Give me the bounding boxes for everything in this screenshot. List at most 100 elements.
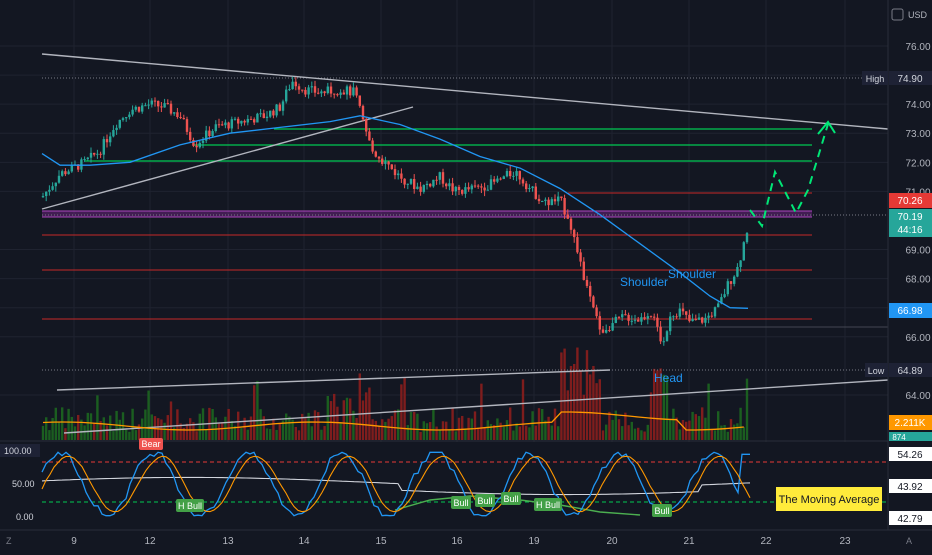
candle-body [291,81,294,90]
volume-bar [288,416,291,440]
volume-bar [685,421,688,440]
highlight-zone[interactable] [42,211,812,217]
price-tick-label: 76.00 [905,42,930,53]
bull-tag[interactable] [652,504,672,517]
volume-bar [483,427,486,440]
bull-tag[interactable] [534,498,562,511]
auto-scale-icon[interactable]: A [906,536,912,546]
bear-tag[interactable]: Bear [139,438,163,450]
volume-bar [566,390,569,440]
osc-tick-50: 50.00 [12,479,35,489]
candle-body [521,179,525,184]
timezone-icon[interactable]: Z [6,536,12,546]
candle-body [630,320,633,322]
head-label[interactable]: Head [654,371,683,385]
volume-bar [294,426,297,440]
volume-bar [707,383,710,440]
time-label: 15 [375,536,387,547]
candle-body [681,308,685,312]
ascending-trendline[interactable] [41,106,414,210]
volume-bar [358,373,361,440]
time-axis[interactable] [0,530,932,550]
candle-body [525,183,528,190]
low-tag-value: 64.89 [897,366,922,377]
volume-bar [416,413,419,440]
candle-body [582,261,585,280]
projection-path[interactable] [749,123,829,229]
candle-body [544,199,547,202]
descending-trendline[interactable] [41,53,889,130]
candle-body [368,131,371,141]
bull-tag[interactable] [475,494,495,507]
candle-body [592,296,595,308]
shoulder-left-label[interactable]: Shoulder [620,275,668,289]
high-tag-value: 74.90 [897,74,922,85]
candle-body [352,87,355,96]
volume-bar [669,419,672,440]
volume-bar [64,428,67,440]
volume-bar [592,365,595,440]
candle-body [512,175,515,177]
currency-icon[interactable] [891,8,904,21]
volume-bar [176,409,179,440]
bull-tag[interactable] [501,492,521,505]
candle-body [48,189,51,192]
candle-body [678,308,681,317]
volume-bar [285,413,288,440]
bull-tag-text: Bull [654,506,669,516]
volume-bar [422,421,425,440]
volume-bar [169,401,173,440]
time-label: 22 [760,536,772,547]
candle-body [262,113,265,119]
time-label: 9 [71,536,77,547]
moving-average-note[interactable]: The Moving Average [776,487,882,511]
price-candles [41,76,749,346]
channel-lower-line[interactable] [63,379,889,434]
candle-body [304,89,307,95]
volume-bar [729,419,733,440]
volume-bar [544,420,547,440]
volume-bar [320,429,323,440]
volume-bar [477,427,480,440]
volume-bar [70,416,73,440]
volume-bar [457,417,461,440]
candle-body [278,104,281,111]
volume-bar [246,429,249,440]
candle-body [502,176,505,179]
volume-bar [672,408,675,440]
candle-body [211,131,214,137]
candle-body [486,189,489,191]
moving-average-line[interactable] [41,115,749,309]
volume-bar [307,412,310,440]
shoulder-right-label[interactable]: Shoulder [668,267,716,281]
candle-body [166,103,169,105]
candle-body [723,294,726,298]
candle-body [176,112,179,117]
price-axis[interactable] [888,0,932,530]
osc-signal-line [41,476,751,496]
volume-bar [601,430,605,440]
bull-tag[interactable] [451,496,471,509]
candle-body [601,329,605,333]
volume-bar [221,422,224,440]
candle-body [461,190,464,194]
volume-bar [681,420,685,440]
volume-bar [336,406,339,440]
candle-body [246,118,249,123]
volume-bar [361,400,365,440]
candle-body [182,118,185,120]
volume-bar [461,415,464,440]
volume-bar [531,411,534,440]
candle-body [342,92,345,95]
channel-upper-line[interactable] [56,369,611,391]
candle-body [125,117,128,119]
bull-tag[interactable] [176,499,204,512]
volume-bar [141,418,144,440]
candle-body [294,81,297,87]
candle-body [598,316,601,330]
volume-bar [381,419,384,440]
bull-tag-text: H Bull [536,500,560,510]
osc-value-3: 42.79 [897,514,922,525]
